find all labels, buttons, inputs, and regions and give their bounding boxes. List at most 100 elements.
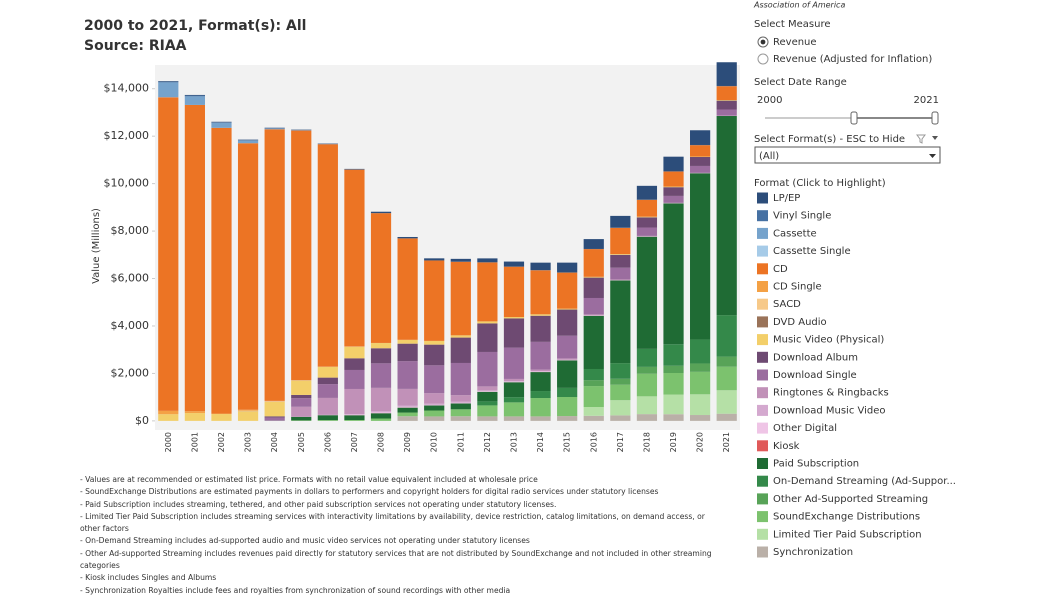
bar-segment[interactable] [530,315,551,342]
bar-segment[interactable] [557,416,578,421]
bar-segment[interactable] [636,236,658,349]
bar-segment[interactable] [530,369,551,372]
bar-segment[interactable] [583,368,604,381]
bar-segment[interactable] [636,366,658,374]
bar-segment[interactable] [557,309,578,336]
bar-segment[interactable] [503,402,525,417]
bar-segment[interactable] [370,348,392,364]
bar-segment[interactable] [477,391,498,402]
bar-segment[interactable] [503,382,525,398]
bar-segment[interactable] [663,344,684,366]
legend-swatch[interactable] [757,475,768,487]
legend-label[interactable]: Other Digital [773,423,837,434]
bar-segment[interactable] [317,397,338,415]
bar-segment[interactable] [716,86,737,101]
bar-segment[interactable] [636,414,658,421]
bar-segment[interactable] [557,308,578,310]
legend-label[interactable]: SACD [773,299,801,310]
radio-label[interactable]: Revenue (Adjusted for Inflation) [773,54,932,65]
bar-segment[interactable] [503,347,525,379]
legend-swatch[interactable] [757,245,768,257]
bar-segment[interactable] [317,144,338,367]
bar-segment[interactable] [716,100,737,110]
bar-segment[interactable] [583,380,604,387]
bar-segment[interactable] [663,414,684,421]
bar-segment[interactable] [636,396,658,415]
bar-segment[interactable] [397,236,418,239]
legend-label[interactable]: Download Music Video [773,405,886,416]
bar-segment[interactable] [530,398,551,417]
bar-segment[interactable] [583,415,604,421]
bar-segment[interactable] [158,410,179,415]
legend-label[interactable]: Synchronization [773,547,853,558]
bar-segment[interactable] [158,97,179,411]
legend-swatch[interactable] [757,351,768,363]
bar-segment[interactable] [370,211,392,214]
bar-segment[interactable] [424,260,445,341]
legend-swatch[interactable] [757,493,768,505]
bar-segment[interactable] [690,173,711,340]
bar-segment[interactable] [424,340,445,345]
bar-segment[interactable] [158,82,179,98]
bar-segment[interactable] [716,366,737,391]
bar-segment[interactable] [663,187,684,196]
bar-segment[interactable] [690,145,711,157]
bar-segment[interactable] [583,386,604,408]
bar-segment[interactable] [158,414,179,421]
menu-icon[interactable] [932,136,938,140]
bar-segment[interactable] [397,343,418,362]
bar-segment[interactable] [450,402,471,404]
bar-segment[interactable] [690,394,711,416]
bar-segment[interactable] [477,390,498,392]
bar-segment[interactable] [477,323,498,352]
bar-segment[interactable] [557,272,578,309]
bar-segment[interactable] [317,366,338,378]
bar-segment[interactable] [557,358,578,360]
bar-segment[interactable] [690,339,711,364]
bar-segment[interactable] [503,416,525,421]
bar-segment[interactable] [636,217,658,228]
bar-segment[interactable] [583,239,604,249]
bar-segment[interactable] [610,280,631,364]
bar-segment[interactable] [397,361,418,389]
bar-segment[interactable] [610,384,631,401]
bar-segment[interactable] [477,401,498,406]
bar-segment[interactable] [716,62,737,86]
bar-segment[interactable] [503,397,525,403]
bar-segment[interactable] [583,297,604,315]
legend-label[interactable]: Paid Subscription [773,459,859,470]
bar-segment[interactable] [211,127,232,414]
dropdown[interactable] [754,146,941,164]
bar-segment[interactable] [450,409,471,417]
bar-segment[interactable] [344,420,365,421]
bar-segment[interactable] [450,335,471,338]
bar-segment[interactable] [424,393,445,404]
bar-segment[interactable] [610,363,631,379]
bar-segment[interactable] [184,96,205,105]
bar-segment[interactable] [450,362,471,396]
legend-label[interactable]: Cassette [773,228,817,239]
bar-segment[interactable] [370,343,392,349]
bar-segment[interactable] [317,384,338,398]
bar-segment[interactable] [237,409,259,411]
bar-segment[interactable] [503,318,525,348]
legend-label[interactable]: CD [773,264,788,275]
bar-segment[interactable] [690,371,711,395]
legend-swatch[interactable] [757,281,768,292]
bar-segment[interactable] [610,267,631,280]
bar-segment[interactable] [291,394,312,399]
legend-label[interactable]: DVD Audio [773,317,827,328]
legend-swatch[interactable] [757,192,768,204]
bar-segment[interactable] [610,215,631,228]
bar-segment[interactable] [397,388,418,406]
bar-segment[interactable] [610,400,631,416]
bar-segment[interactable] [503,266,525,318]
bar-segment[interactable] [291,406,312,417]
legend-label[interactable]: CD Single [773,282,822,293]
legend-swatch[interactable] [757,546,768,558]
bar-segment[interactable] [211,122,232,123]
legend-swatch[interactable] [757,528,768,540]
bar-segment[interactable] [370,213,392,343]
bar-segment[interactable] [344,346,365,359]
legend-swatch[interactable] [757,440,768,452]
